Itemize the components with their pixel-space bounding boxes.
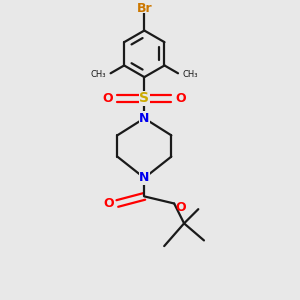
Text: Br: Br [136, 2, 152, 15]
Text: O: O [104, 197, 115, 210]
Text: N: N [139, 171, 149, 184]
Text: O: O [176, 92, 186, 105]
Text: O: O [176, 201, 186, 214]
Text: S: S [139, 92, 149, 105]
Text: O: O [103, 92, 113, 105]
Text: CH₃: CH₃ [91, 70, 106, 79]
Text: N: N [139, 112, 149, 125]
Text: CH₃: CH₃ [182, 70, 198, 79]
